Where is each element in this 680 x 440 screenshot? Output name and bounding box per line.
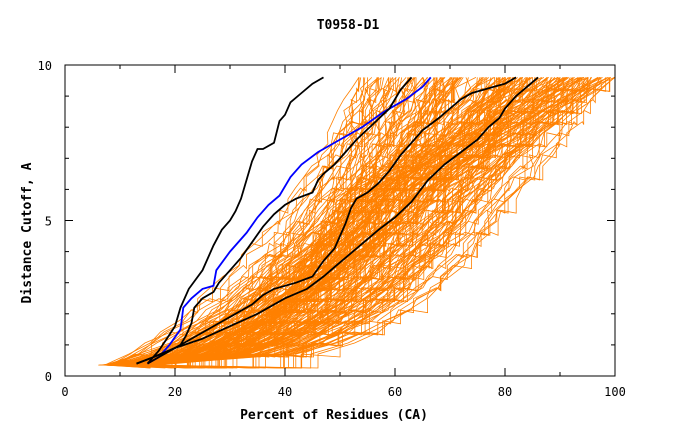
model-curve xyxy=(118,77,603,366)
model-curve xyxy=(153,77,589,366)
x-tick-label: 0 xyxy=(61,385,68,399)
y-tick-label: 0 xyxy=(45,370,52,384)
model-curve xyxy=(159,77,495,366)
model-curve xyxy=(133,77,528,366)
model-curve xyxy=(158,77,583,366)
model-curve xyxy=(130,77,411,366)
model-curve xyxy=(111,77,457,366)
x-tick-label: 60 xyxy=(388,385,402,399)
model-curve xyxy=(149,77,453,366)
model-curve xyxy=(120,77,610,369)
model-curve xyxy=(109,77,469,366)
model-curve xyxy=(135,77,528,366)
model-curve xyxy=(120,77,583,366)
x-axis-label: Percent of Residues (CA) xyxy=(240,408,428,423)
model-curve xyxy=(149,77,516,369)
model-curve xyxy=(104,77,481,366)
model-curve xyxy=(131,77,600,369)
model-curve xyxy=(130,77,393,366)
background-model-curves xyxy=(98,77,616,369)
model-curve xyxy=(132,77,515,366)
model-curve xyxy=(124,77,521,366)
model-curve xyxy=(112,77,515,366)
x-tick-label: 100 xyxy=(604,385,626,399)
x-tick-label: 20 xyxy=(168,385,182,399)
y-axis-label: Distance Cutoff, A xyxy=(20,162,35,303)
model-curve xyxy=(131,77,424,366)
axes: 0 20 40 60 80 100 0 5 10 xyxy=(38,59,626,399)
model-curve xyxy=(153,77,499,369)
model-curve xyxy=(156,77,545,366)
model-curve xyxy=(141,77,527,366)
model-curve xyxy=(131,77,360,366)
y-tick-label: 5 xyxy=(45,215,52,229)
model-curve xyxy=(113,77,524,366)
model-curve xyxy=(149,77,607,369)
highlighted-curve-2 xyxy=(147,76,432,365)
model-curve xyxy=(114,77,615,366)
model-curve xyxy=(138,77,579,366)
plot-lines xyxy=(98,76,616,369)
model-curve xyxy=(108,77,548,366)
x-tick-label: 80 xyxy=(498,385,512,399)
model-curve xyxy=(107,77,510,366)
model-curve xyxy=(152,77,415,366)
chart-title: T0958-D1 xyxy=(317,18,380,33)
model-curve xyxy=(124,77,382,366)
highlighted-curve-5 xyxy=(136,76,539,365)
model-curve xyxy=(146,77,446,366)
model-curve xyxy=(108,77,444,366)
y-tick-label: 10 xyxy=(38,59,52,73)
highlighted-curve-1 xyxy=(146,76,324,365)
x-tick-label: 40 xyxy=(278,385,292,399)
model-curve xyxy=(152,77,607,366)
model-curve xyxy=(103,77,601,369)
model-curve xyxy=(152,77,582,366)
highlighted-curve-3 xyxy=(147,76,413,365)
model-curve xyxy=(149,77,501,366)
model-curve xyxy=(138,77,603,369)
model-curve xyxy=(127,77,561,366)
model-curve xyxy=(130,77,591,366)
model-curve xyxy=(105,77,407,369)
model-curve xyxy=(116,77,436,366)
model-curve xyxy=(116,77,438,366)
highlighted-curve-4 xyxy=(136,76,517,365)
model-curve xyxy=(118,77,567,369)
